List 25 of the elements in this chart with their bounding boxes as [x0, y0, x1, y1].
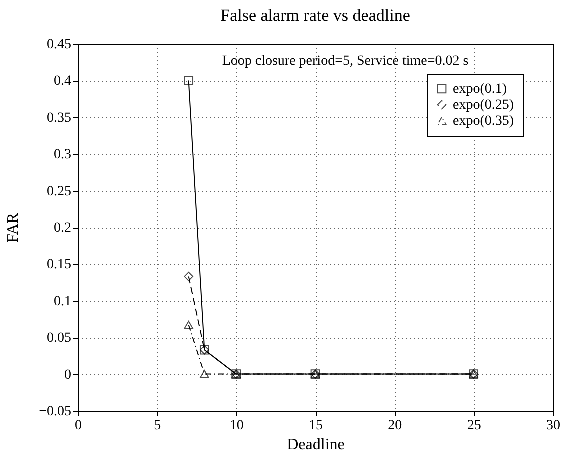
x-axis-title: Deadline	[287, 436, 345, 454]
y-tick-label: −0.05	[39, 404, 72, 420]
x-tick-label: 0	[75, 418, 82, 434]
legend-label: expo(0.1)	[453, 82, 508, 97]
y-axis-title: FAR	[5, 212, 22, 243]
x-tick-label: 30	[546, 418, 560, 434]
y-tick-label: 0.15	[47, 258, 72, 273]
x-tick-label: 10	[230, 418, 244, 434]
y-tick-label: 0.1	[54, 294, 72, 310]
y-tick-label: 0.3	[54, 148, 72, 163]
x-tick-label: 15	[309, 418, 323, 434]
y-tick-label: 0.35	[47, 110, 72, 126]
y-tick-label: 0.4	[54, 74, 72, 90]
x-tick-label: 25	[467, 418, 482, 434]
x-tick-label: 20	[388, 418, 402, 434]
x-tick-label: 5	[154, 418, 162, 434]
y-tick-label: 0.25	[47, 184, 72, 200]
annotation: Loop closure period=5, Service time=0.02 s	[222, 54, 469, 69]
legend-label: expo(0.25)	[453, 98, 514, 113]
legend-label: expo(0.35)	[453, 114, 514, 129]
y-tick-label: 0	[64, 368, 72, 383]
y-tick-label: 0.45	[47, 38, 72, 52]
y-tick-label: 0.2	[54, 221, 72, 236]
y-tick-label: 0.05	[47, 331, 72, 346]
chart-title: False alarm rate vs deadline	[220, 6, 410, 25]
